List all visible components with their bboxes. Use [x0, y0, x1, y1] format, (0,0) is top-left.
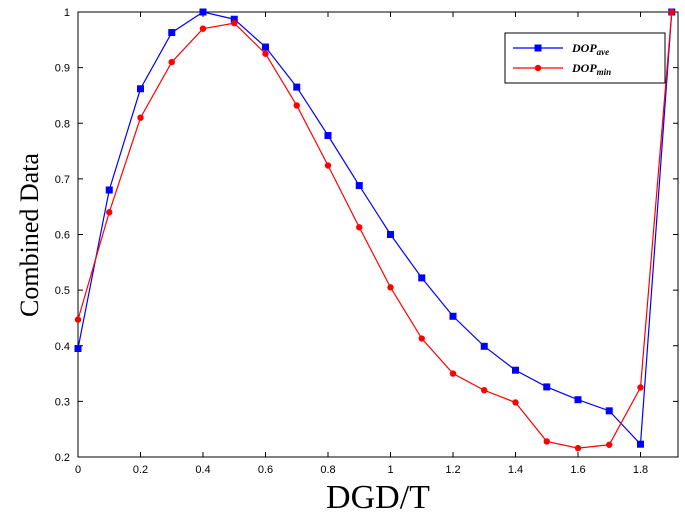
x-tick-label: 0: [75, 464, 81, 476]
data-point-ave: [168, 29, 176, 37]
data-point-ave: [512, 366, 519, 374]
data-point-min: [74, 316, 82, 323]
data-point-min: [574, 444, 582, 452]
x-tick-label: 0.6: [258, 464, 273, 476]
legend-label-min: DOPmin: [571, 61, 611, 77]
data-point-min: [543, 438, 550, 445]
data-point-min: [668, 8, 675, 16]
y-tick-label: 0.8: [55, 118, 70, 130]
y-tick-label: 0.7: [55, 174, 70, 186]
x-tick-label: 0.8: [320, 464, 335, 476]
series-line-ave: [77, 11, 673, 446]
data-point-min: [262, 50, 269, 57]
data-point-min: [637, 384, 644, 391]
data-point-min: [449, 370, 457, 377]
x-tick-label: 1.8: [633, 464, 648, 476]
legend-marker-ave: [534, 44, 542, 52]
y-axis-ticks: 0.2 0.3 0.4 0.5 0.6 0.7 0.8 0.9 1: [55, 7, 678, 464]
data-point-min: [387, 284, 394, 291]
x-tick-label: 0.4: [195, 464, 210, 476]
data-point-ave: [230, 15, 238, 23]
legend-label-subscript: ave: [597, 47, 610, 57]
x-tick-label: 1.2: [445, 464, 460, 476]
series-line-min: [77, 11, 673, 449]
y-tick-label: 0.4: [55, 341, 70, 353]
data-point-min: [199, 25, 207, 32]
series-layer: [74, 8, 676, 452]
y-tick-label: 0.3: [55, 396, 70, 408]
legend-label-name: DOP: [571, 41, 597, 55]
data-point-min: [606, 441, 613, 448]
y-tick-label: 1: [64, 7, 70, 19]
x-tick-label: 1: [387, 464, 393, 476]
data-point-ave: [324, 131, 332, 139]
legend-label-ave: DOPave: [571, 41, 609, 57]
data-point-min: [137, 114, 144, 121]
data-point-ave: [449, 312, 457, 320]
plot-area: [77, 11, 679, 458]
plot-frame: [77, 11, 679, 458]
legend-label-name: DOP: [571, 61, 597, 75]
data-point-ave: [605, 407, 613, 415]
data-point-min: [231, 19, 238, 27]
data-point-ave: [418, 274, 426, 282]
data-point-min: [168, 58, 175, 66]
y-tick-label: 0.6: [55, 230, 70, 242]
data-point-ave: [387, 231, 394, 238]
x-tick-label: 0.2: [133, 464, 148, 476]
data-point-ave: [74, 345, 82, 353]
legend-box: [504, 32, 666, 84]
data-point-ave: [293, 83, 301, 91]
x-tick-label: 1.4: [508, 464, 523, 476]
y-tick-label: 0.2: [55, 452, 70, 464]
data-point-min: [418, 335, 425, 342]
data-point-ave: [199, 8, 207, 16]
data-point-min: [481, 387, 488, 394]
data-point-ave: [480, 342, 488, 350]
y-tick-label: 0.9: [55, 63, 70, 75]
legend-label-subscript: min: [597, 67, 612, 77]
x-axis-ticks: 0 0.2 0.4 0.6 0.8 1 1.2 1.4 1.6 1.8: [75, 12, 648, 476]
data-point-ave: [105, 186, 113, 194]
x-tick-label: 1.6: [570, 464, 585, 476]
data-point-min: [512, 399, 519, 406]
data-point-ave: [543, 383, 551, 391]
data-point-ave: [355, 182, 363, 190]
y-axis-label: Combined Data: [15, 153, 44, 317]
legend-marker-min: [534, 64, 542, 72]
data-point-ave: [262, 43, 269, 51]
data-point-min: [106, 209, 113, 216]
y-tick-label: 0.5: [55, 285, 70, 297]
data-point-min: [324, 162, 332, 169]
data-point-ave: [637, 440, 644, 448]
data-point-ave: [137, 85, 144, 93]
data-point-min: [293, 102, 300, 109]
data-point-ave: [574, 396, 582, 404]
x-axis-label: DGD/T: [326, 479, 430, 516]
data-point-min: [356, 224, 363, 231]
